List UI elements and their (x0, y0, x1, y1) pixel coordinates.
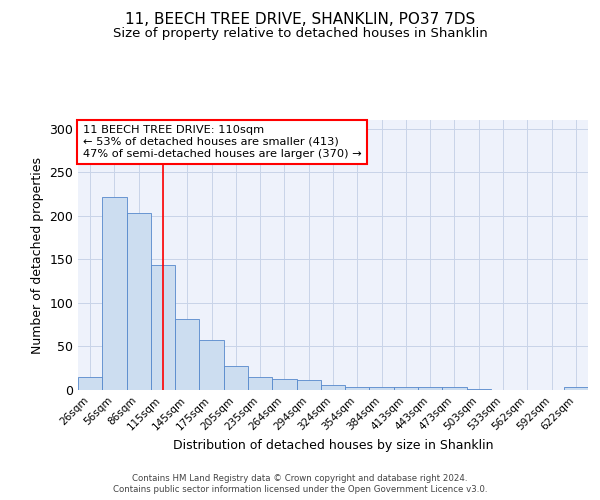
Bar (78, 377, 102, 390)
Bar (127, 213, 151, 390)
Bar (564, 388, 588, 390)
Text: Size of property relative to detached houses in Shanklin: Size of property relative to detached ho… (113, 28, 487, 40)
Bar (296, 380, 321, 390)
Bar (248, 377, 272, 390)
Bar (224, 366, 248, 390)
Bar (467, 389, 491, 390)
X-axis label: Distribution of detached houses by size in Shanklin: Distribution of detached houses by size … (173, 438, 493, 452)
Bar (175, 320, 199, 390)
Bar (321, 385, 345, 390)
Bar (345, 386, 370, 390)
Bar (199, 340, 224, 390)
Bar (394, 386, 418, 390)
Bar (442, 388, 467, 390)
Y-axis label: Number of detached properties: Number of detached properties (31, 156, 44, 354)
Text: Contains HM Land Registry data © Crown copyright and database right 2024.
Contai: Contains HM Land Registry data © Crown c… (113, 474, 487, 494)
Bar (151, 264, 175, 390)
Bar (418, 386, 442, 390)
Text: 11, BEECH TREE DRIVE, SHANKLIN, PO37 7DS: 11, BEECH TREE DRIVE, SHANKLIN, PO37 7DS (125, 12, 475, 28)
Bar (102, 196, 127, 390)
Bar (370, 386, 394, 390)
Text: 11 BEECH TREE DRIVE: 110sqm
← 53% of detached houses are smaller (413)
47% of se: 11 BEECH TREE DRIVE: 110sqm ← 53% of det… (83, 126, 362, 158)
Bar (272, 378, 296, 390)
